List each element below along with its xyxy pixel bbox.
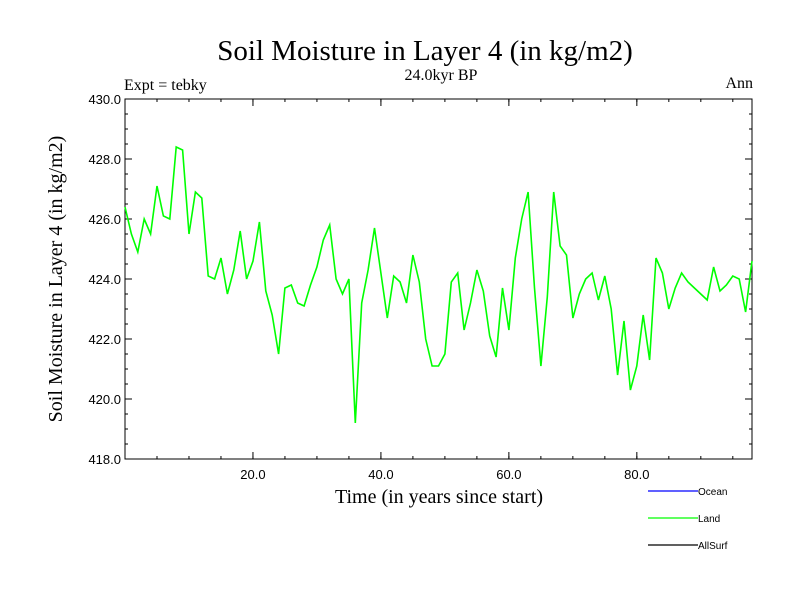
legend-label-ocean: Ocean xyxy=(698,487,727,498)
series-layer xyxy=(124,145,753,424)
y-tick-label: 420.0 xyxy=(88,392,121,407)
y-tick-label: 428.0 xyxy=(88,152,121,167)
y-tick-label: 424.0 xyxy=(88,272,121,287)
season-label: Ann xyxy=(725,75,753,92)
axis-tick-labels: 418.0 420.0 422.0 424.0 426.0 428.0 430.0 20.0 4… xyxy=(88,92,649,482)
experiment-label: Expt = tebky xyxy=(124,77,207,94)
series-line-land xyxy=(124,145,753,424)
legend: Ocean Land AllSurf xyxy=(648,487,728,552)
x-tick-label: 40.0 xyxy=(368,467,393,482)
chart-title: Soil Moisture in Layer 4 (in kg/m2) xyxy=(217,35,633,67)
x-tick-label: 60.0 xyxy=(496,467,521,482)
axis-ticks xyxy=(125,98,752,460)
plot-frame xyxy=(124,98,753,460)
legend-label-allsurf: AllSurf xyxy=(698,541,728,552)
y-tick-label: 430.0 xyxy=(88,92,121,107)
y-tick-label: 418.0 xyxy=(88,452,121,467)
x-tick-label: 80.0 xyxy=(624,467,649,482)
chart-subtitle: 24.0kyr BP xyxy=(405,67,478,84)
y-tick-label: 422.0 xyxy=(88,332,121,347)
x-tick-label: 20.0 xyxy=(240,467,265,482)
y-tick-label: 426.0 xyxy=(88,212,121,227)
y-axis-label: Soil Moisture in Layer 4 (in kg/m2) xyxy=(45,136,67,423)
x-axis-label: Time (in years since start) xyxy=(335,486,543,508)
legend-label-land: Land xyxy=(698,514,720,525)
